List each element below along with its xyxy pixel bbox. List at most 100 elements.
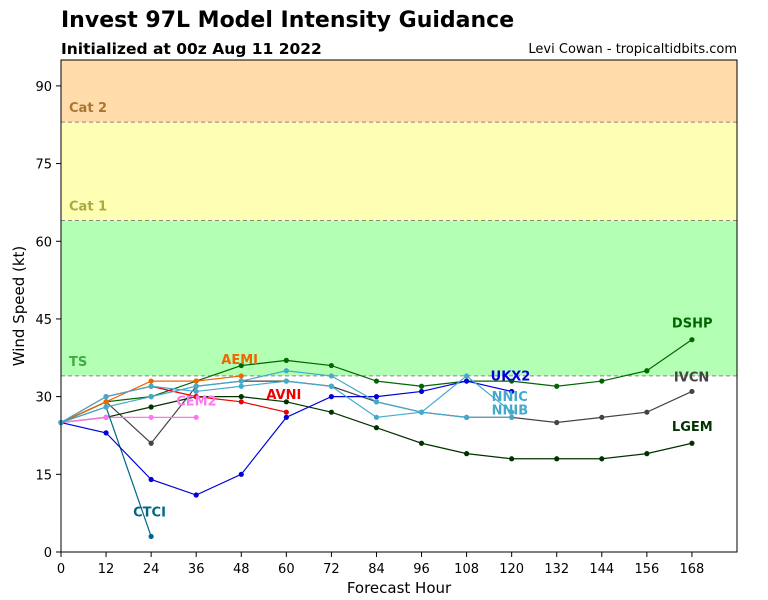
y-tick-label: 75 (35, 158, 52, 173)
data-point-dshp (373, 378, 380, 384)
series-label-nnib: NNIB (492, 403, 529, 418)
y-tick-label: 30 (35, 391, 52, 406)
data-point-nnib (373, 399, 380, 405)
data-point-nnib (103, 404, 109, 410)
data-point-nnic (148, 383, 154, 389)
data-point-ukx2 (328, 394, 334, 400)
data-point-aemi (148, 378, 154, 384)
data-point-nnib (238, 378, 244, 384)
data-point-aemi (103, 399, 109, 405)
data-point-aemi (238, 373, 244, 379)
data-point-nnic (373, 414, 380, 420)
data-point-dshp (509, 378, 515, 384)
data-point-ukx2 (464, 378, 470, 384)
data-point-lgem (148, 404, 154, 410)
x-tick-label: 24 (143, 562, 160, 577)
data-point-dshp (599, 378, 605, 384)
data-point-ukx2 (103, 430, 109, 436)
data-point-nnib (148, 394, 154, 400)
band-label-ts: TS (69, 355, 87, 370)
data-point-ivcn (644, 409, 650, 415)
data-point-avni (238, 399, 244, 405)
data-point-ukx2 (283, 414, 289, 420)
data-point-nnic (464, 373, 470, 379)
x-axis-title: Forecast Hour (347, 579, 452, 597)
series-label-dshp: DSHP (672, 317, 713, 332)
series-lines (58, 337, 695, 540)
y-tick-label: 90 (35, 80, 52, 95)
data-point-nnic (328, 383, 334, 389)
data-point-nnic (238, 383, 244, 389)
x-tick-label: 84 (368, 562, 385, 577)
x-tick-label: 36 (188, 562, 205, 577)
data-point-aemi (193, 378, 199, 384)
data-point-lgem (464, 451, 470, 457)
data-point-ukx2 (148, 476, 154, 483)
data-point-lgem (373, 425, 380, 431)
band-cat-2 (61, 60, 737, 123)
data-point-dshp (418, 383, 425, 389)
x-tick-label: 72 (323, 562, 340, 577)
data-point-lgem (283, 399, 289, 405)
x-tick-label: 96 (413, 562, 430, 577)
data-point-cem2 (103, 414, 109, 420)
y-axis-title: Wind Speed (kt) (10, 246, 28, 367)
series-label-cem2: CEM2 (176, 394, 216, 409)
y-tick-label: 60 (35, 235, 52, 250)
series-label-lgem: LGEM (672, 420, 713, 435)
series-label-ukx2: UKX2 (491, 369, 531, 384)
data-point-nnib (509, 414, 515, 420)
chart-title: Invest 97L Model Intensity Guidance (61, 8, 515, 33)
data-point-lgem (599, 456, 605, 462)
y-tick-label: 15 (35, 468, 52, 483)
data-point-nnic (103, 394, 109, 400)
data-point-nnib (464, 414, 470, 420)
data-point-dshp (238, 362, 244, 369)
data-point-ivcn (689, 388, 695, 395)
data-point-nnic (193, 388, 199, 395)
data-point-lgem (509, 456, 515, 462)
x-tick-label: 0 (57, 562, 65, 577)
x-tick-label: 168 (680, 562, 705, 577)
series-ivcn (58, 378, 695, 446)
x-tick-label: 108 (454, 562, 479, 577)
band-cat-1 (61, 122, 737, 221)
data-point-lgem (644, 451, 650, 457)
data-point-nnib (328, 373, 334, 379)
band-label-cat-1: Cat 1 (69, 200, 107, 215)
x-tick-label: 132 (544, 562, 569, 577)
data-point-lgem (418, 440, 425, 446)
data-point-ctci (148, 533, 154, 540)
y-tick-label: 45 (35, 313, 52, 328)
series-line-ivcn (60, 380, 693, 445)
data-point-ukx2 (193, 492, 199, 498)
x-tick-label: 60 (278, 562, 295, 577)
y-tick-label: 0 (44, 546, 52, 561)
series-line-cem2 (60, 416, 197, 424)
data-point-lgem (238, 394, 244, 400)
data-point-dshp (328, 362, 334, 369)
intensity-bands: TS Cat 1 Cat 2 (61, 60, 737, 377)
x-tick-label: 120 (499, 562, 524, 577)
series-label-aemi: AEMI (221, 353, 258, 368)
data-point-avni (283, 409, 289, 415)
chart-credit: Levi Cowan - tropicaltidbits.com (528, 42, 737, 57)
data-point-dshp (689, 337, 695, 343)
band-label-cat-2: Cat 2 (69, 101, 107, 116)
series-label-ivcn: IVCN (674, 370, 709, 385)
axes: 0 12 24 36 48 60 72 84 96 108 120 132 144 156 168 0 15 30… (35, 80, 704, 577)
data-point-ivcn (148, 440, 154, 446)
series-nnib (58, 368, 515, 426)
data-point-ukx2 (373, 394, 380, 400)
chart-subtitle: Initialized at 00z Aug 11 2022 (61, 40, 322, 58)
data-point-cem2 (148, 414, 154, 420)
data-point-ukx2 (418, 388, 425, 395)
band-ts (61, 220, 737, 376)
series-label-nnic: NNIC (492, 390, 528, 405)
series-label-ctci: CTCI (133, 505, 166, 520)
x-tick-label: 156 (634, 562, 659, 577)
data-point-ivcn (554, 419, 560, 426)
x-tick-label: 12 (98, 562, 115, 577)
